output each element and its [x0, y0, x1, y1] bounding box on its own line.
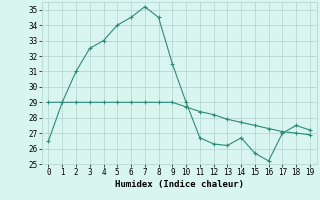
- X-axis label: Humidex (Indice chaleur): Humidex (Indice chaleur): [115, 180, 244, 189]
